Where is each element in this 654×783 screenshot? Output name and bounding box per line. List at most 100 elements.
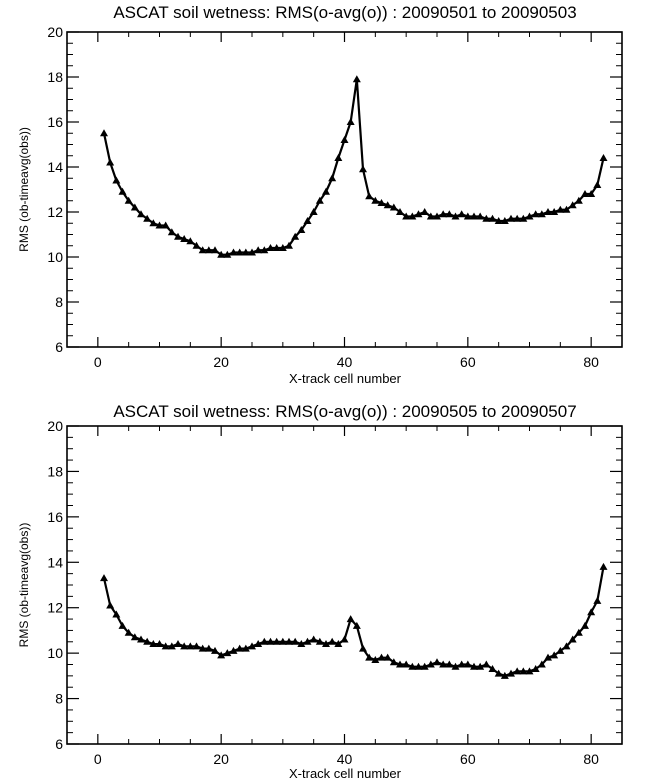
- data-point: [396, 660, 404, 668]
- y-tick-label: 14: [47, 159, 63, 175]
- data-point: [599, 154, 608, 161]
- data-point: [186, 642, 195, 650]
- data-point: [513, 214, 522, 222]
- data-point: [334, 640, 343, 648]
- x-axis-title: X-track cell number: [289, 766, 402, 781]
- data-point: [556, 205, 565, 213]
- data-point: [494, 217, 503, 224]
- x-axis-title: X-track cell number: [289, 371, 402, 386]
- data-point: [420, 208, 429, 215]
- data-point: [180, 235, 189, 242]
- data-point: [408, 662, 417, 670]
- data-point: [322, 187, 330, 195]
- data-point: [167, 642, 176, 650]
- data-point: [315, 196, 324, 204]
- y-tick-label: 6: [55, 736, 63, 752]
- data-point: [494, 669, 503, 677]
- x-tick-label: 60: [460, 751, 476, 767]
- data-point: [272, 244, 281, 251]
- data-point: [198, 246, 207, 254]
- data-point: [285, 637, 293, 645]
- data-point: [562, 205, 571, 213]
- data-point: [328, 637, 337, 645]
- x-tick-label: 20: [213, 751, 229, 767]
- data-point: [599, 562, 608, 570]
- data-point: [260, 637, 269, 645]
- data-point: [291, 637, 300, 645]
- data-point: [531, 665, 540, 673]
- data-point: [507, 214, 515, 222]
- data-point: [359, 165, 367, 173]
- y-tick-label: 10: [47, 249, 63, 265]
- data-point: [352, 75, 361, 83]
- plot-frame: [66, 425, 623, 745]
- data-point: [433, 212, 441, 220]
- data-point: [445, 210, 454, 218]
- y-tick-label: 18: [47, 463, 63, 479]
- x-tick-label: 80: [583, 751, 599, 767]
- data-point: [297, 226, 306, 233]
- data-point: [482, 214, 491, 222]
- x-tick-label: 40: [337, 751, 353, 767]
- data-point: [470, 212, 478, 220]
- data-point: [229, 646, 238, 654]
- chart-panel-1: ASCAT soil wetness: RMS(o-avg(o)) : 2009…: [17, 3, 623, 386]
- data-point: [217, 651, 226, 659]
- data-point: [457, 660, 466, 668]
- y-tick-label: 18: [47, 69, 63, 85]
- data-point: [389, 658, 398, 666]
- y-axis-title: RMS (ob-timeavg(obs)): [17, 127, 31, 252]
- y-axis-title: RMS (ob-timeavg(obs)): [17, 523, 31, 648]
- data-point: [346, 118, 355, 125]
- data-point: [420, 662, 429, 670]
- data-point: [303, 637, 312, 645]
- x-tick-label: 40: [337, 354, 353, 370]
- data-point: [525, 667, 534, 675]
- data-point: [291, 232, 300, 240]
- data-point: [266, 637, 275, 645]
- data-point: [531, 210, 540, 218]
- data-point: [365, 653, 374, 661]
- data-point: [544, 653, 552, 661]
- data-point: [488, 214, 497, 222]
- data-point: [137, 635, 145, 643]
- data-point: [211, 246, 219, 254]
- data-point: [278, 637, 287, 645]
- series-marks: [100, 75, 608, 258]
- data-point: [161, 642, 170, 650]
- data-point: [414, 662, 423, 670]
- data-point: [340, 136, 349, 143]
- y-tick-label: 20: [47, 418, 63, 434]
- data-point: [408, 212, 417, 220]
- data-point: [562, 642, 571, 650]
- data-point: [309, 635, 318, 643]
- data-point: [525, 212, 534, 220]
- y-tick-label: 14: [47, 554, 63, 570]
- data-point: [359, 644, 367, 652]
- data-point: [248, 642, 256, 650]
- data-point: [402, 660, 411, 668]
- data-point: [192, 642, 201, 650]
- data-point: [433, 658, 441, 666]
- series-line: [102, 78, 605, 256]
- data-point: [315, 637, 324, 645]
- data-point: [383, 653, 392, 661]
- data-point: [106, 601, 115, 609]
- data-point: [389, 203, 398, 211]
- data-point: [513, 667, 522, 675]
- data-point: [457, 210, 466, 218]
- chart-panel-2: ASCAT soil wetness: RMS(o-avg(o)) : 2009…: [17, 402, 623, 781]
- data-point: [463, 660, 472, 668]
- data-point: [568, 635, 577, 643]
- data-point: [568, 201, 577, 209]
- data-point: [439, 660, 448, 668]
- data-point: [223, 250, 232, 258]
- data-point: [507, 669, 515, 677]
- data-point: [204, 246, 213, 254]
- data-point: [414, 210, 423, 218]
- y-tick-label: 10: [47, 645, 63, 661]
- data-point: [278, 244, 287, 251]
- data-point: [377, 199, 386, 206]
- axis-ticks: 0 20 40 60 80 6 8 10 12 14 16 18 20: [47, 418, 622, 767]
